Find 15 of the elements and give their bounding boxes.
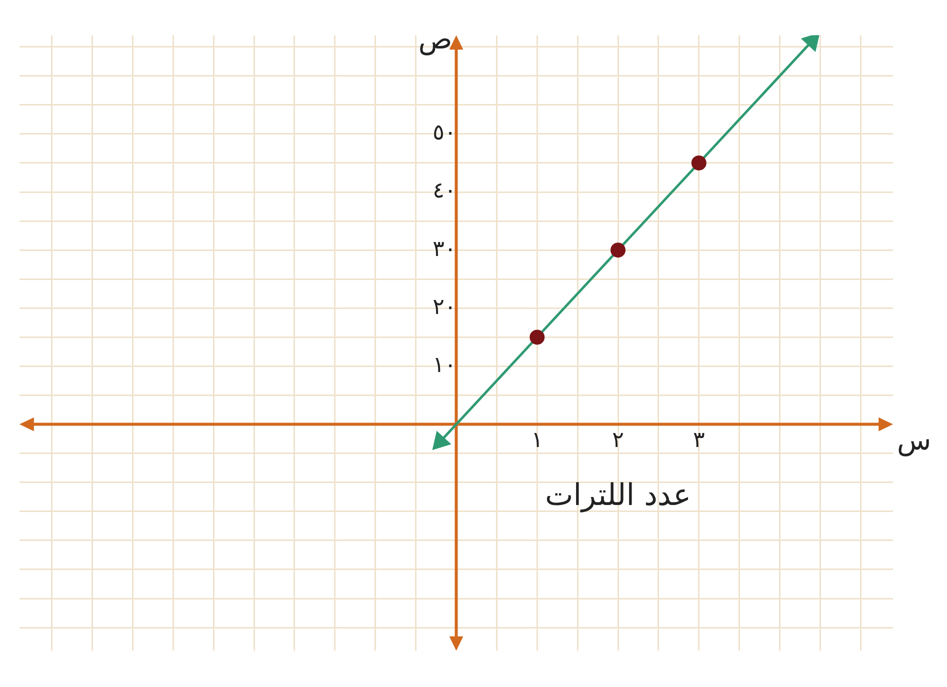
x-tick-label: ٣ xyxy=(692,428,705,454)
y-tick-label: ٣٠ xyxy=(432,236,456,262)
y-tick-label: ٢٠ xyxy=(432,294,456,320)
y-tick-label: ٥٠ xyxy=(432,120,456,146)
x-tick-label: ١ xyxy=(531,428,544,454)
x-tick-label: ٢ xyxy=(612,428,624,454)
text: س xyxy=(897,424,932,457)
point xyxy=(802,35,820,51)
point xyxy=(691,155,706,170)
y-tick-label: ١٠ xyxy=(432,352,456,378)
y-tick-label: ٤٠ xyxy=(432,178,456,204)
y-axis-title: ص xyxy=(418,22,452,56)
point xyxy=(610,242,626,258)
x-axis-title: عدد اللترات xyxy=(544,478,692,514)
point xyxy=(530,330,545,345)
